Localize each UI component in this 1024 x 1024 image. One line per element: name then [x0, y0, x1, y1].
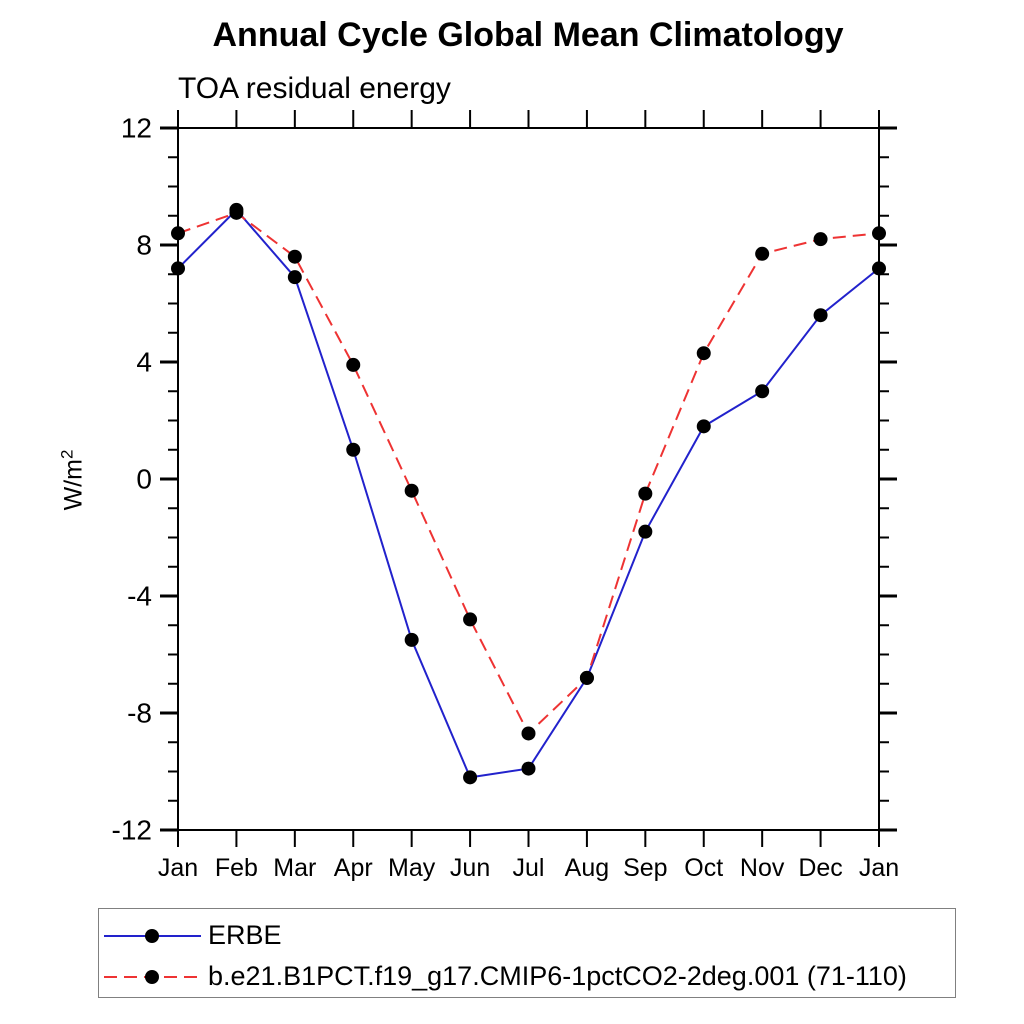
- x-tick-label: Apr: [334, 854, 373, 882]
- x-tick-label: May: [388, 854, 436, 882]
- legend-line-sample: [104, 969, 201, 984]
- x-tick-label: Dec: [798, 854, 842, 882]
- legend-line-sample: [104, 928, 201, 943]
- legend-marker-icon: [145, 928, 159, 943]
- x-tick-label: Mar: [273, 854, 316, 882]
- data-point: [755, 384, 770, 399]
- legend-label: ERBE: [208, 920, 282, 950]
- legend: ERBE b.e21.B1PCT.f19_g17.CMIP6-1pctCO2-2d…: [98, 908, 956, 998]
- plot-frame: [177, 127, 880, 831]
- data-point: [463, 612, 478, 627]
- y-tick-label: 0: [136, 464, 152, 495]
- data-point: [229, 205, 244, 220]
- data-point: [696, 346, 711, 361]
- data-point: [521, 761, 536, 776]
- chart-title: Annual Cycle Global Mean Climatology: [212, 16, 844, 54]
- series-line: [177, 208, 880, 779]
- x-tick-label: Feb: [215, 854, 258, 882]
- data-point: [638, 524, 653, 539]
- y-tick-label: -12: [112, 815, 152, 846]
- x-tick-label: Sep: [623, 854, 667, 882]
- x-tick-label: Aug: [565, 854, 609, 882]
- x-tick-label: Jan: [859, 854, 899, 882]
- data-point: [346, 442, 361, 457]
- data-point: [813, 308, 828, 323]
- x-tick-label: Jun: [450, 854, 490, 882]
- data-point: [696, 419, 711, 434]
- data-point: [287, 270, 302, 285]
- data-point: [171, 261, 185, 276]
- y-tick-label: 12: [121, 113, 152, 144]
- x-tick-label: Jul: [513, 854, 545, 882]
- y-tick-label: -4: [127, 581, 152, 612]
- data-point: [521, 726, 536, 741]
- chart-subtitle: TOA residual energy: [178, 72, 451, 105]
- x-tick-label: Jan: [158, 854, 198, 882]
- data-point: [404, 483, 419, 498]
- data-point: [346, 357, 361, 372]
- data-point: [872, 226, 886, 241]
- data-point: [463, 770, 478, 785]
- data-point: [404, 632, 419, 647]
- x-tick-label: Oct: [684, 854, 723, 882]
- data-point: [813, 232, 828, 247]
- data-point: [755, 246, 770, 261]
- legend-marker-icon: [145, 969, 159, 984]
- series-line: [177, 211, 880, 736]
- legend-label: b.e21.B1PCT.f19_g17.CMIP6-1pctCO2-2deg.0…: [208, 961, 907, 991]
- y-tick-label: -8: [127, 698, 152, 729]
- legend-item: ERBE: [99, 915, 955, 956]
- data-point: [171, 226, 185, 241]
- legend-item: b.e21.B1PCT.f19_g17.CMIP6-1pctCO2-2deg.0…: [99, 956, 955, 997]
- x-tick-label: Nov: [740, 854, 785, 882]
- data-point: [579, 670, 594, 685]
- data-point: [287, 249, 302, 264]
- data-point: [638, 486, 653, 501]
- y-tick-label: 4: [136, 347, 152, 378]
- data-point: [872, 261, 886, 276]
- y-tick-label: 8: [136, 230, 152, 261]
